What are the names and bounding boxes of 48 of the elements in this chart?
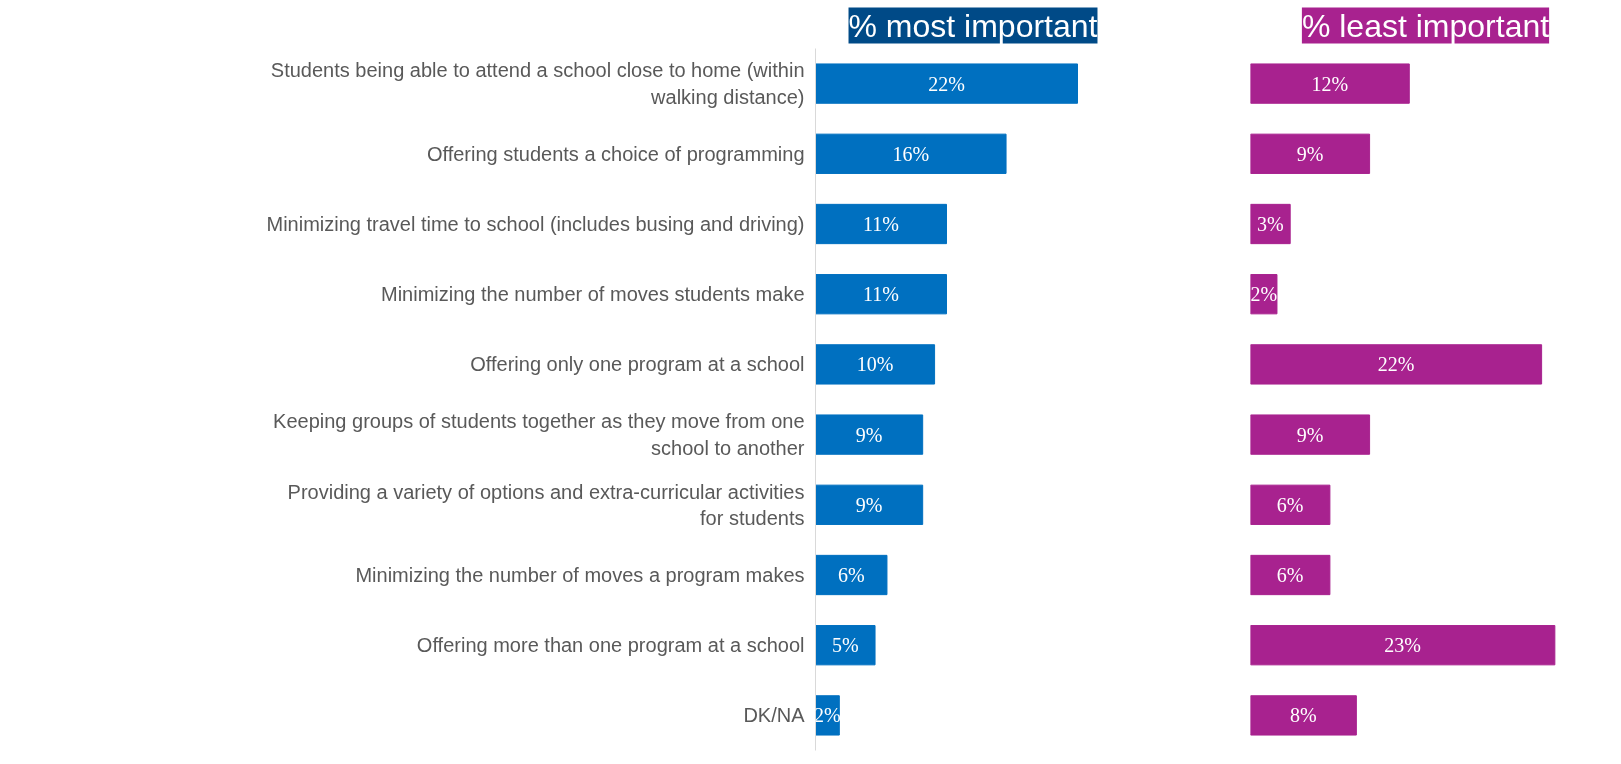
- bar: [1250, 133, 1371, 174]
- bar: [1250, 414, 1371, 455]
- y-tick-label: DK/NA: [743, 704, 806, 727]
- data-label: 6%: [1276, 564, 1304, 586]
- data-label: 6%: [1276, 493, 1304, 516]
- data-label: 8%: [1290, 704, 1317, 727]
- data-label: 11%: [863, 283, 899, 306]
- data-label: 11%: [863, 213, 899, 235]
- y-tick-label: Students being able to attend a school close to home (within walking distance): [270, 59, 805, 108]
- data-label: 5%: [831, 634, 859, 657]
- bar: [815, 484, 924, 525]
- y-tick-label: Offering more than one program at a school: [416, 634, 805, 657]
- data-label: 22%: [928, 72, 965, 95]
- chart-title: % least important: [1301, 7, 1550, 44]
- data-label: 23%: [1384, 634, 1422, 657]
- data-label: 16%: [892, 142, 930, 165]
- bar: [1250, 695, 1357, 736]
- bar: [815, 274, 947, 315]
- bar: [1250, 625, 1556, 666]
- data-label: 9%: [855, 423, 883, 446]
- chart-title: % most important: [848, 7, 1098, 44]
- y-tick-label: Minimizing the number of moves a program makes: [355, 564, 805, 586]
- bar: [1250, 554, 1331, 596]
- data-label: 2%: [1250, 283, 1278, 306]
- bar: [815, 133, 1007, 174]
- bar: [815, 203, 947, 245]
- y-tick-label: Minimizing travel time to school (includes busing and driving): [266, 213, 805, 235]
- bar: [1250, 63, 1410, 104]
- data-label: 6%: [837, 564, 865, 586]
- bar: [815, 63, 1078, 104]
- bar: [1250, 484, 1331, 525]
- data-label: 9%: [1296, 142, 1324, 165]
- data-label: 9%: [1296, 423, 1324, 446]
- bar: [815, 625, 876, 666]
- y-tick-label: Offering only one program at a school: [470, 353, 805, 376]
- bar: [815, 554, 888, 596]
- data-label: 9%: [855, 493, 883, 516]
- bar: [1250, 344, 1543, 385]
- bar: [815, 414, 924, 455]
- data-label: 10%: [856, 353, 894, 376]
- y-tick-label: Minimizing the number of moves students make: [380, 283, 805, 306]
- y-tick-label: Keeping groups of students together as they move from one school to another: [273, 410, 805, 459]
- y-tick-label: Providing a variety of options and extra-curricular activities for students: [287, 480, 805, 529]
- data-label: 22%: [1377, 353, 1415, 376]
- data-label: 3%: [1257, 213, 1284, 235]
- bar: [815, 344, 936, 385]
- data-label: 12%: [1311, 72, 1349, 95]
- y-tick-label: Offering students a choice of programming: [426, 142, 805, 165]
